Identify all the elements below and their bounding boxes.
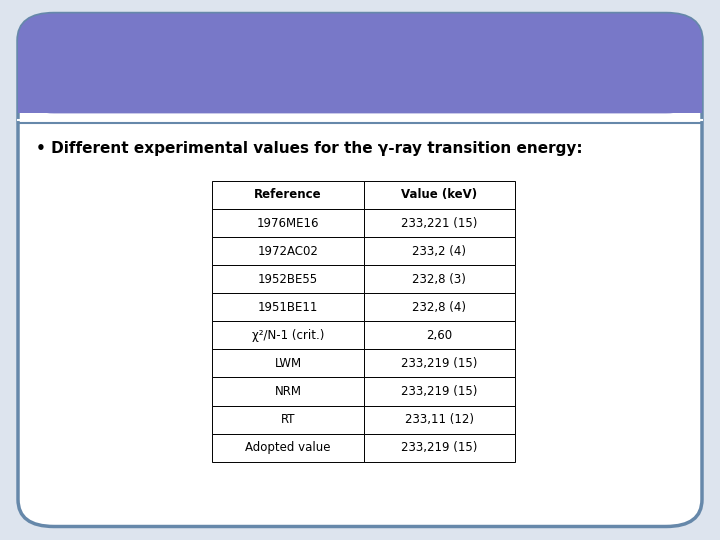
Text: 233,11 (12): 233,11 (12) (405, 413, 474, 426)
Text: Reference: Reference (254, 188, 322, 201)
Text: 2,60: 2,60 (426, 329, 452, 342)
Text: NRM: NRM (274, 385, 302, 398)
Text: 232,8 (4): 232,8 (4) (412, 301, 467, 314)
Text: 233,219 (15): 233,219 (15) (401, 441, 477, 454)
Text: Value (keV): Value (keV) (401, 188, 477, 201)
Text: • Different experimental values for the γ-ray transition energy:: • Different experimental values for the … (36, 141, 582, 156)
Text: 233,219 (15): 233,219 (15) (401, 385, 477, 398)
Text: m: m (96, 39, 114, 57)
Text: 133: 133 (36, 39, 71, 57)
Text: isomeric transition (1): isomeric transition (1) (109, 51, 469, 79)
Text: Xe: Xe (55, 51, 93, 79)
Text: 1972AC02: 1972AC02 (258, 245, 318, 258)
Text: RT: RT (281, 413, 295, 426)
Text: 233,2 (4): 233,2 (4) (412, 245, 467, 258)
Text: Adopted value: Adopted value (246, 441, 330, 454)
Text: 232,8 (3): 232,8 (3) (413, 273, 466, 286)
Text: 1976ME16: 1976ME16 (257, 217, 319, 230)
Text: LWM: LWM (274, 357, 302, 370)
Text: χ²/N-1 (crit.): χ²/N-1 (crit.) (252, 329, 324, 342)
Text: 233,219 (15): 233,219 (15) (401, 357, 477, 370)
Text: 1951BE11: 1951BE11 (258, 301, 318, 314)
Text: 233,221 (15): 233,221 (15) (401, 217, 477, 230)
Text: 1952BE55: 1952BE55 (258, 273, 318, 286)
